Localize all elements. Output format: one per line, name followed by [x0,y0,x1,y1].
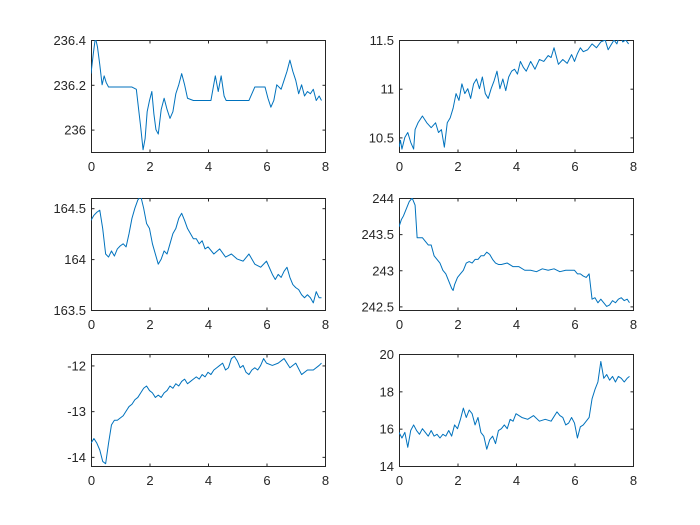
x-tick-label: 6 [571,159,578,174]
x-tick-label: 4 [205,473,212,488]
y-tick-label: -12 [67,358,86,373]
y-tick-label: 243.5 [361,227,394,242]
y-tick-label: 242.5 [361,299,394,314]
x-tick-label: 2 [454,473,461,488]
y-tick-label: 11.5 [370,33,394,48]
x-tick-label: 0 [396,317,403,332]
x-tick-label: 8 [322,473,329,488]
x-tick-label: 4 [205,317,212,332]
x-tick-label: 6 [571,317,578,332]
axes-box [91,198,326,311]
axes-3: 0 2 4 6 8 163.5 164 164.5 [53,198,329,332]
x-tick-label: 2 [454,317,461,332]
x-tick-label: 8 [630,159,637,174]
x-tick-label: 0 [88,317,95,332]
x-tick-label: 6 [263,473,270,488]
y-tick-label: 164.5 [53,201,86,216]
series-line-1 [399,40,630,150]
y-tick-label: 244 [372,191,394,206]
series-line-1 [91,40,322,151]
x-tick-label: 6 [263,159,270,174]
y-tick-label: 16 [380,422,394,437]
series-line-1 [91,355,322,465]
x-tick-label: 4 [205,159,212,174]
y-tick-label: 236 [64,123,86,138]
axes-box [399,354,634,467]
y-tick-label: 10.5 [369,130,394,145]
x-tick-label: 8 [322,159,329,174]
y-tick-label: 20 [380,347,394,362]
axes-4: 0 2 4 6 8 242.5 243 243.5 244 [361,191,637,332]
x-tick-label: 4 [513,159,520,174]
y-tick-label: 18 [380,384,394,399]
x-tick-label: 8 [322,317,329,332]
y-tick-label: 163.5 [53,303,86,318]
y-tick-label: 11 [381,82,395,97]
axes-2: 0 2 4 6 8 10.5 11 11.5 [369,33,637,174]
y-tick-label: -13 [67,404,86,419]
y-tick-label: 236.4 [53,33,86,48]
x-tick-label: 2 [146,317,153,332]
x-tick-label: 4 [513,473,520,488]
series-line-1 [91,198,322,304]
x-tick-label: 8 [630,473,637,488]
x-tick-label: 2 [454,159,461,174]
x-tick-label: 8 [630,317,637,332]
y-tick-label: 236.2 [53,78,86,93]
x-tick-label: 0 [396,159,403,174]
axes-5: 0 2 4 6 8 -14 -13 -12 [67,354,329,488]
x-tick-label: 0 [396,473,403,488]
y-tick-label: 14 [380,459,394,474]
x-tick-label: 6 [571,473,578,488]
axes-box [399,40,634,153]
axes-box [399,198,634,311]
axes-1: 0 2 4 6 8 236 236.2 236.4 [53,33,329,174]
y-tick-label: -14 [67,450,86,465]
x-tick-label: 2 [146,159,153,174]
axes-6: 0 2 4 6 8 14 16 18 20 [380,347,638,488]
axes-box [91,40,326,153]
x-tick-label: 0 [88,159,95,174]
y-tick-label: 243 [372,263,394,278]
series-line-1 [399,360,630,450]
x-tick-label: 0 [88,473,95,488]
x-tick-label: 4 [513,317,520,332]
y-tick-label: 164 [64,252,86,267]
series-line-1 [399,198,630,307]
x-tick-label: 6 [263,317,270,332]
x-tick-label: 2 [146,473,153,488]
